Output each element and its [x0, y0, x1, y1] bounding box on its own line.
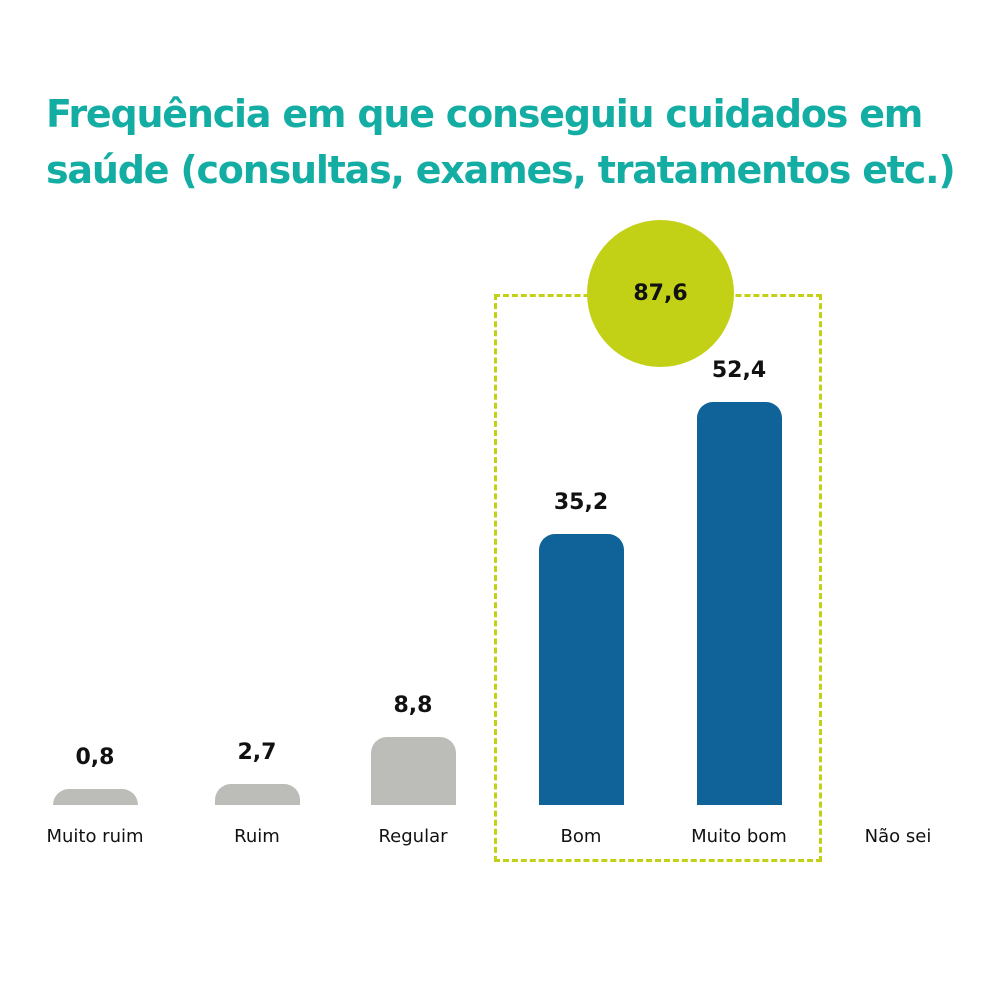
total-value: 87,6	[633, 281, 688, 306]
bar-value-label: 35,2	[553, 489, 609, 515]
bar-ruim	[215, 784, 300, 805]
bar-value-label: 52,4	[711, 357, 767, 383]
category-label: Não sei	[864, 826, 932, 847]
total-badge: 87,6	[587, 220, 734, 367]
category-label: Regular	[378, 826, 448, 847]
bar-muito-ruim	[53, 789, 138, 805]
chart-title: Frequência em que conseguiu cuidados em …	[46, 92, 956, 192]
category-label: Bom	[560, 826, 602, 847]
bar-value-label: 0,8	[75, 745, 115, 770]
bar-value-label: 8,8	[393, 693, 433, 719]
category-label: Muito ruim	[46, 826, 144, 847]
category-label: Muito bom	[691, 826, 787, 847]
category-label: Ruim	[234, 826, 280, 847]
bar-regular	[371, 737, 456, 805]
bar-value-label: 2,7	[237, 740, 277, 766]
bar-bom	[539, 533, 624, 805]
bar-muito-bom	[697, 401, 782, 805]
